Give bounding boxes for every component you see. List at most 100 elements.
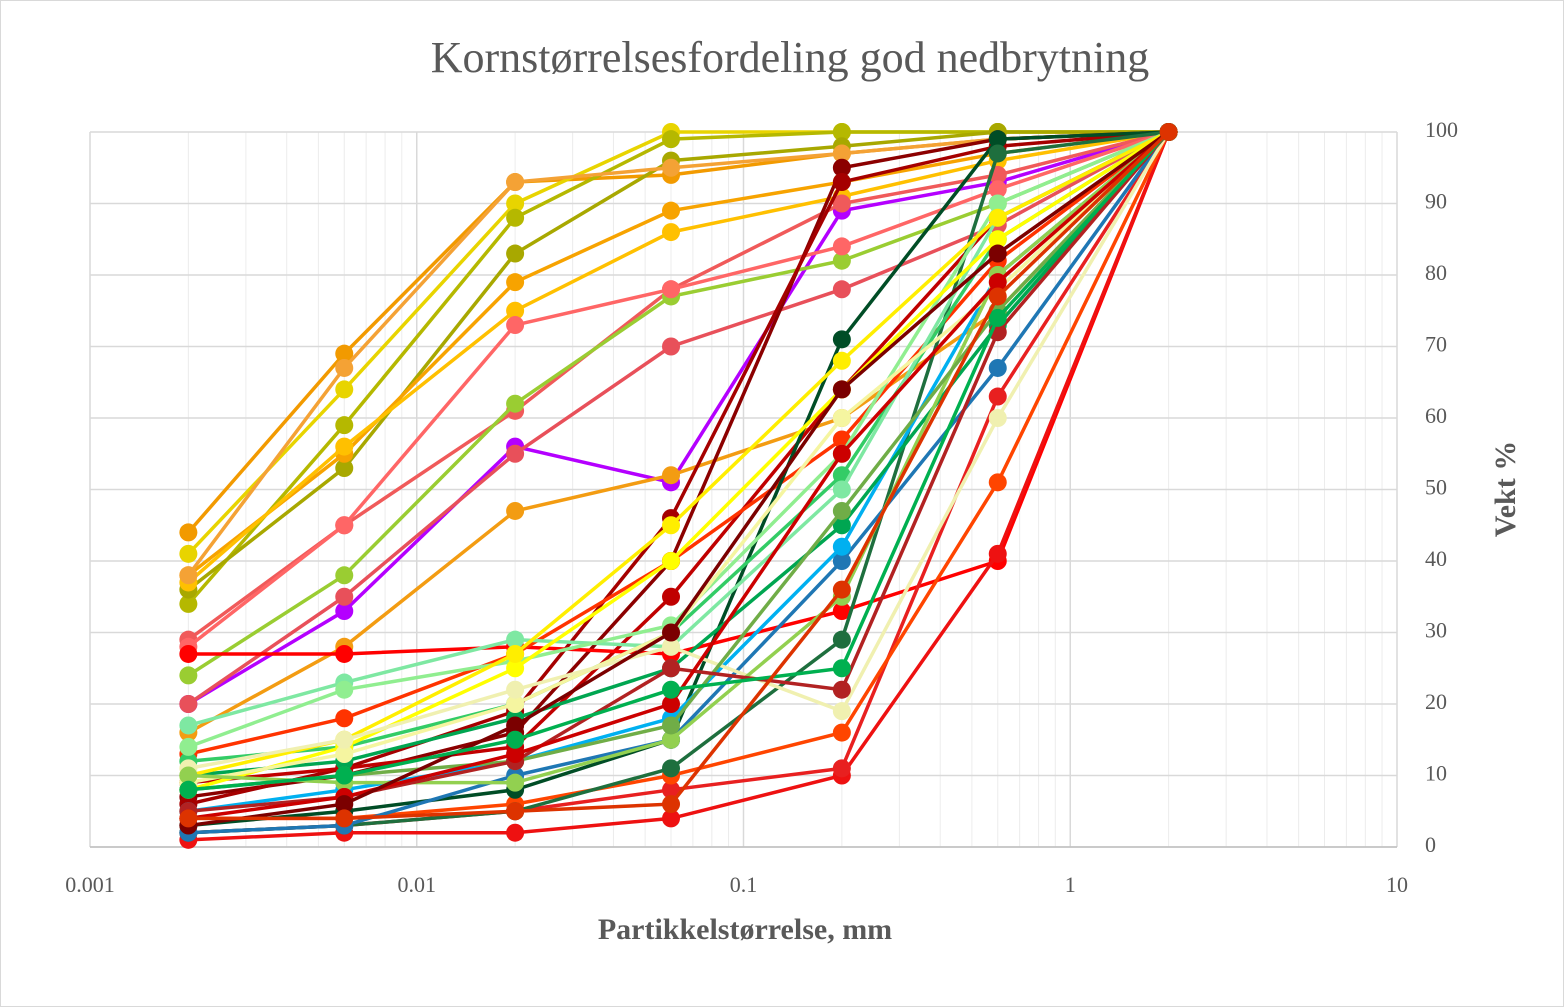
- y-tick-label: 80: [1425, 260, 1447, 285]
- data-point: [832, 144, 851, 163]
- x-tick-label: 0.001: [65, 872, 115, 897]
- data-point: [988, 473, 1007, 492]
- data-point: [832, 702, 851, 721]
- data-point: [506, 773, 525, 792]
- data-point: [506, 695, 525, 713]
- data-point: [662, 552, 681, 570]
- y-tick-label: 0: [1425, 832, 1436, 857]
- data-point: [335, 745, 354, 764]
- data-point: [662, 516, 681, 535]
- data-point: [988, 208, 1007, 227]
- data-point: [832, 680, 851, 699]
- data-point: [335, 344, 354, 363]
- data-point: [988, 230, 1007, 249]
- data-point: [179, 716, 198, 735]
- data-point: [988, 358, 1007, 377]
- data-point: [988, 409, 1007, 427]
- x-tick-label: 1: [1065, 872, 1076, 897]
- data-point: [179, 766, 198, 785]
- data-point: [179, 523, 198, 542]
- data-point: [506, 316, 525, 335]
- data-point: [988, 144, 1007, 163]
- data-point: [832, 630, 851, 649]
- data-point: [832, 280, 851, 299]
- data-point: [832, 380, 851, 399]
- data-point: [506, 194, 525, 213]
- data-point: [662, 809, 681, 828]
- data-point: [988, 194, 1007, 213]
- data-point: [832, 501, 851, 520]
- data-point: [335, 809, 354, 828]
- data-point: [832, 158, 851, 177]
- y-tick-label: 70: [1425, 332, 1447, 357]
- data-point: [506, 273, 525, 292]
- data-point: [506, 730, 525, 749]
- data-point: [662, 201, 681, 220]
- data-point: [179, 544, 198, 563]
- data-point: [832, 123, 851, 141]
- data-point: [506, 444, 525, 463]
- data-point: [662, 659, 681, 678]
- y-tick-label: 10: [1425, 761, 1447, 786]
- data-point: [506, 802, 525, 821]
- data-point: [662, 680, 681, 699]
- chart-title: Kornstørrelsesfordeling god nedbrytning: [431, 33, 1150, 82]
- data-point: [335, 730, 354, 749]
- y-tick-label: 30: [1425, 618, 1447, 643]
- data-point: [335, 709, 354, 728]
- data-point: [832, 444, 851, 463]
- data-point: [179, 666, 198, 685]
- x-tick-label: 0.1: [730, 872, 758, 897]
- data-point: [832, 759, 851, 778]
- data-point: [335, 680, 354, 699]
- data-point: [662, 780, 681, 799]
- data-point: [335, 437, 354, 456]
- data-point: [662, 280, 681, 299]
- data-point: [988, 273, 1007, 292]
- data-point: [1159, 123, 1178, 141]
- data-point: [506, 244, 525, 263]
- data-point: [832, 537, 851, 556]
- data-point: [335, 516, 354, 535]
- data-point: [506, 659, 525, 678]
- data-point: [988, 180, 1007, 199]
- y-tick-label: 20: [1425, 689, 1447, 714]
- data-point: [662, 223, 681, 242]
- data-point: [832, 173, 851, 192]
- data-point: [988, 287, 1007, 306]
- data-point: [662, 759, 681, 778]
- data-point: [662, 637, 681, 656]
- data-point: [335, 587, 354, 606]
- data-point: [506, 173, 525, 192]
- data-point: [662, 795, 681, 814]
- y-axis-label: Vekt %: [1489, 441, 1522, 537]
- data-point: [832, 251, 851, 270]
- data-point: [832, 330, 851, 349]
- x-axis-label: Partikkelstørrelse, mm: [598, 913, 892, 946]
- data-point: [832, 237, 851, 256]
- data-point: [506, 680, 525, 699]
- data-point: [988, 544, 1007, 563]
- data-point: [335, 766, 354, 785]
- data-point: [179, 566, 198, 585]
- data-point: [662, 587, 681, 606]
- y-tick-label: 60: [1425, 403, 1447, 428]
- data-point: [832, 723, 851, 742]
- data-point: [506, 501, 525, 520]
- data-point: [988, 387, 1007, 406]
- data-point: [662, 158, 681, 177]
- y-tick-label: 100: [1425, 117, 1458, 142]
- data-point: [662, 730, 681, 749]
- data-point: [335, 380, 354, 399]
- data-point: [662, 466, 681, 485]
- data-point: [662, 623, 681, 642]
- data-point: [179, 594, 198, 613]
- data-point: [832, 480, 851, 499]
- x-tick-label: 10: [1386, 872, 1408, 897]
- data-point: [506, 644, 525, 663]
- data-point: [335, 358, 354, 377]
- data-point: [506, 630, 525, 649]
